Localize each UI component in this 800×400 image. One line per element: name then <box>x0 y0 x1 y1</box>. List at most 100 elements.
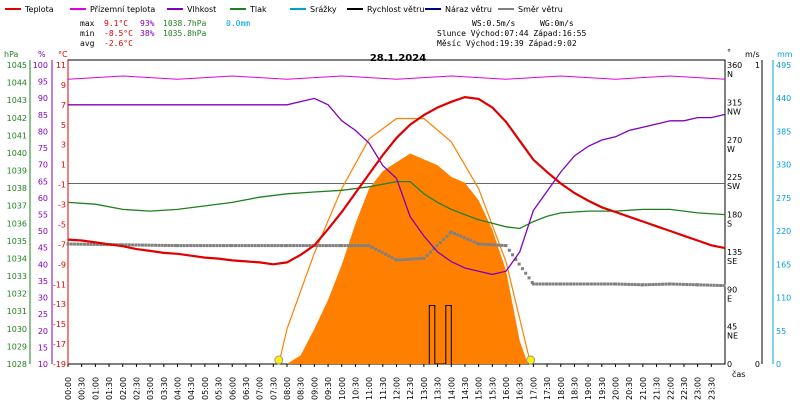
dir-unit: ° <box>727 48 731 57</box>
wind-dir-point <box>603 282 607 286</box>
wind-dir-point <box>134 243 138 247</box>
rain-tick: 110 <box>776 294 791 303</box>
wind-dir-point <box>428 250 432 254</box>
hum-tick: 45 <box>38 244 48 253</box>
wind-dir-point <box>651 283 655 287</box>
x-tick-label: 03:00 <box>146 377 155 400</box>
wind-dir-point <box>627 282 631 286</box>
x-tick-label: 02:00 <box>119 377 128 400</box>
press-tick: 1041 <box>7 131 27 140</box>
wind-dir-point <box>538 282 542 286</box>
wind-tick: 1 <box>755 61 760 70</box>
wind-dir-point <box>582 282 586 286</box>
wind-dir-point <box>408 257 412 261</box>
rain-unit: mm <box>777 50 793 59</box>
wind-dir-point <box>237 244 241 248</box>
wind-dir-point <box>702 283 706 287</box>
wind-dir-point <box>691 283 695 287</box>
wind-dir-point <box>705 283 709 287</box>
wind-dir-point <box>79 242 83 246</box>
hum-unit: % <box>38 50 46 59</box>
wind-dir-point <box>250 244 254 248</box>
wind-dir-point <box>179 244 183 248</box>
legend-label: Tlak <box>249 5 267 14</box>
wind-dir-point <box>477 242 481 246</box>
wind-dir-point <box>596 282 600 286</box>
hum-tick: 10 <box>38 360 48 369</box>
wind-dir-point <box>73 242 77 246</box>
wind-dir-point <box>722 284 726 288</box>
rain-tick: 0 <box>776 360 781 369</box>
x-tick-label: 14:30 <box>461 377 470 400</box>
wind-dir-point <box>195 244 199 248</box>
wind-dir-point <box>551 282 555 286</box>
x-tick-label: 14:00 <box>447 377 456 400</box>
press-tick: 1035 <box>7 237 27 246</box>
stats-block: max min avg 9.1°C 93% 1038.7hPa 0.0mm -8… <box>80 19 250 48</box>
wind-dir-point <box>228 244 232 248</box>
wind-dir-point <box>685 282 689 286</box>
hum-tick: 80 <box>38 127 48 136</box>
hum-tick: 20 <box>38 327 48 336</box>
wind-dir-point <box>562 282 566 286</box>
wind-dir-point <box>453 231 457 235</box>
wind-dir-point <box>257 244 261 248</box>
wind-dir-point <box>147 243 151 247</box>
x-tick-label: 05:00 <box>201 377 210 400</box>
wind-dir-point <box>678 282 682 286</box>
chart-date: 28.1.2024 <box>370 53 426 64</box>
wind-dir-point <box>230 244 234 248</box>
rain-tick: 330 <box>776 161 791 170</box>
wind-dir-point <box>432 247 436 251</box>
x-tick-label: 01:30 <box>105 377 114 400</box>
press-tick: 1043 <box>7 96 27 105</box>
wind-dir-point <box>462 236 466 240</box>
rain-events <box>428 305 452 365</box>
wind-dir-point <box>442 237 446 241</box>
wind-dir-point <box>507 248 511 252</box>
hum-tick: 30 <box>38 294 48 303</box>
wind-dir-point <box>240 244 244 248</box>
wind-dir-point <box>672 282 676 286</box>
wind-dir-point <box>86 242 90 246</box>
wind-dir-point <box>554 282 558 286</box>
legend-label: Přízemní teplota <box>90 5 155 14</box>
x-unit: čas <box>732 369 745 379</box>
wind-dir-point <box>715 283 719 287</box>
temp-tick: 1 <box>61 161 66 170</box>
wind-dir-point <box>356 244 360 248</box>
wind-dir-point <box>154 243 158 247</box>
legend-label: Náraz větru <box>445 5 492 14</box>
wind-dir-point <box>370 245 374 249</box>
wind-dir-point <box>260 244 264 248</box>
wind-dir-point <box>565 282 569 286</box>
wind-dir-point <box>205 244 209 248</box>
dir-tick-label: SW <box>727 182 740 191</box>
wind-dir-point <box>208 244 212 248</box>
temp-tick: -3 <box>58 201 66 210</box>
wind-dir-point <box>417 257 421 261</box>
press-tick: 1037 <box>7 202 27 211</box>
dir-tick-deg: 270 <box>727 136 742 145</box>
wind-dir-point <box>380 251 384 255</box>
avg-temp: -2.6°C <box>104 39 133 48</box>
wind-dir-point <box>221 244 225 248</box>
press-tick: 1034 <box>7 254 27 263</box>
press-tick: 1040 <box>7 149 27 158</box>
temp-tick: 3 <box>61 141 66 150</box>
wind-dir-point <box>374 247 378 251</box>
temp-tick: -15 <box>53 320 66 329</box>
wind-dir-point <box>514 257 518 261</box>
x-tick-label: 12:30 <box>406 377 415 400</box>
x-tick-label: 23:30 <box>707 377 716 400</box>
wind-dir-point <box>688 283 692 287</box>
wind-dir-point <box>318 244 322 248</box>
wind-dir-point <box>285 244 289 248</box>
wind-dir-point <box>328 244 332 248</box>
wind-dir-point <box>182 244 186 248</box>
wind-dir-point <box>283 244 287 248</box>
wind-dir-point <box>150 243 154 247</box>
wind-dir-point <box>69 242 73 246</box>
x-tick-label: 00:30 <box>78 377 87 400</box>
